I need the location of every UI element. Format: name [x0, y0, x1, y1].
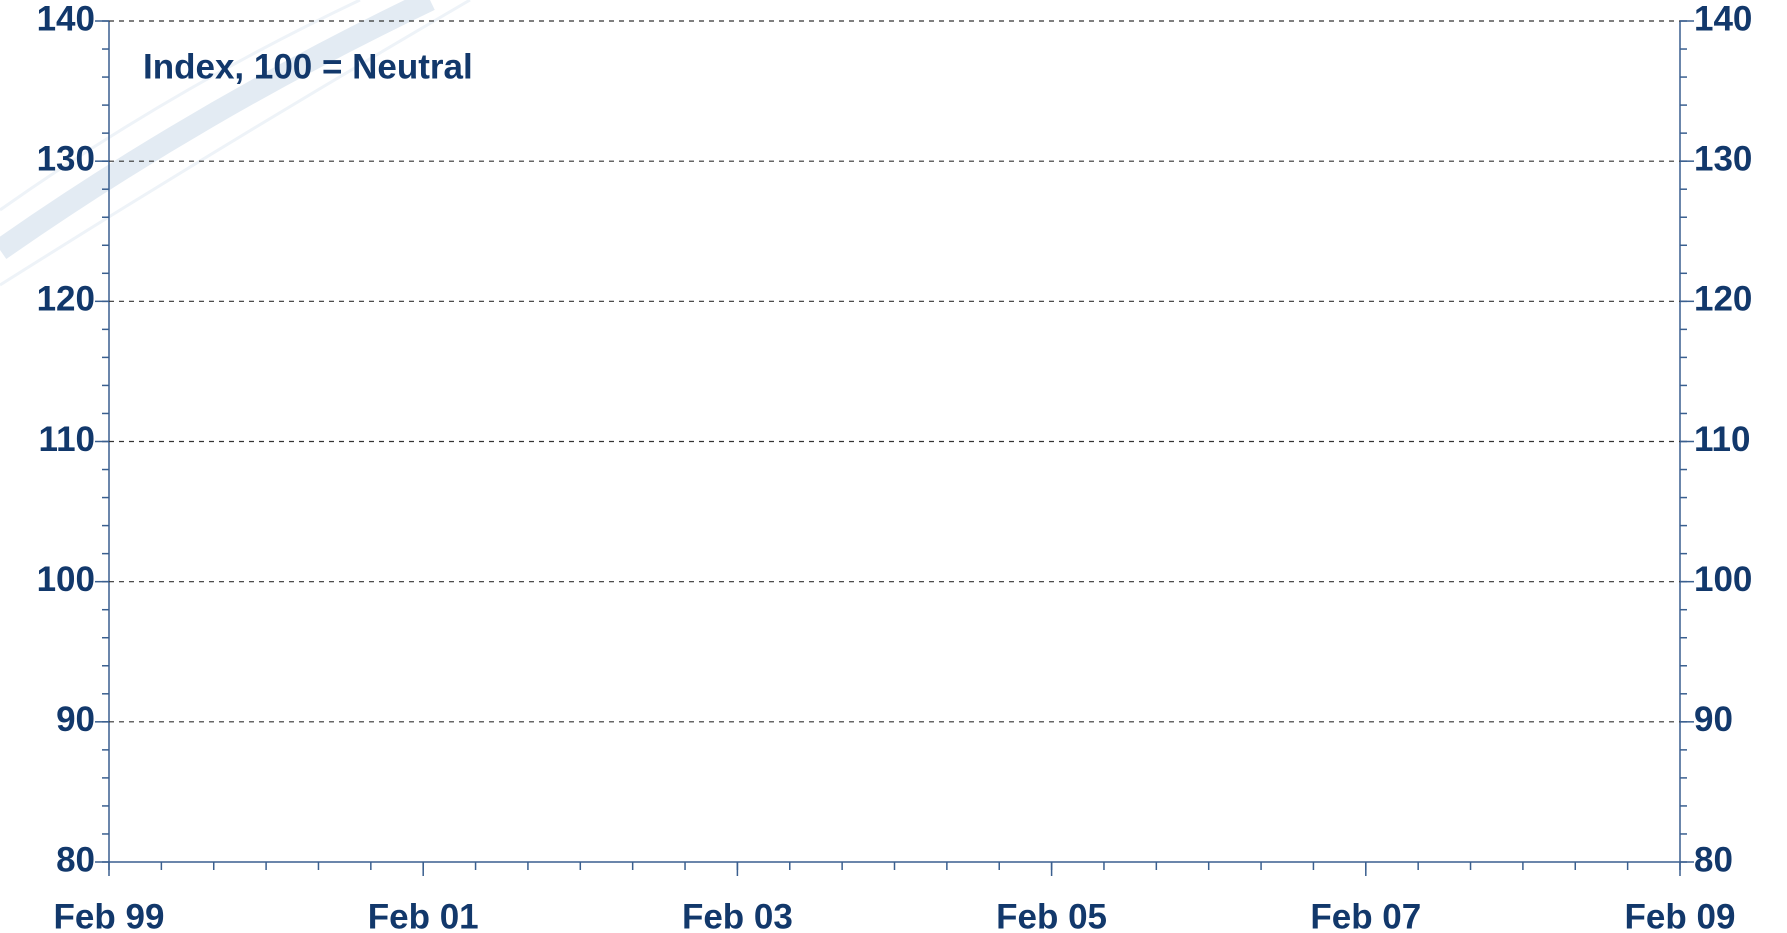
- y-tick-label: 110: [39, 420, 95, 459]
- y2-tick-label: 100: [1694, 560, 1752, 599]
- x-tick-label: Feb 05: [996, 897, 1107, 933]
- y-tick-label: 100: [37, 560, 95, 599]
- x-tick-label: Feb 09: [1625, 897, 1736, 933]
- y2-tick-label: 140: [1694, 0, 1752, 38]
- y-tick-label: 90: [56, 700, 95, 739]
- y-tick-label: 130: [37, 139, 95, 178]
- y2-tick-label: 90: [1694, 700, 1733, 739]
- background-swoosh: [0, 0, 471, 287]
- x-tick-label: Feb 03: [682, 897, 793, 933]
- y2-tick-label: 110: [1694, 420, 1750, 459]
- y2-tick-label: 80: [1694, 840, 1733, 879]
- swoosh: [0, 0, 435, 260]
- swoosh: [0, 0, 361, 212]
- y-tick-label: 80: [56, 840, 95, 879]
- x-tick-label: Feb 07: [1310, 897, 1421, 933]
- y2-tick-label: 130: [1694, 139, 1752, 178]
- y-tick-label: 120: [37, 280, 95, 319]
- x-tick-label: Feb 99: [54, 897, 165, 933]
- swoosh: [0, 0, 471, 287]
- y2-tick-label: 120: [1694, 280, 1752, 319]
- y-tick-label: 140: [37, 0, 95, 38]
- annotation: Index, 100 = Neutral: [143, 47, 473, 86]
- x-tick-label: Feb 01: [368, 897, 479, 933]
